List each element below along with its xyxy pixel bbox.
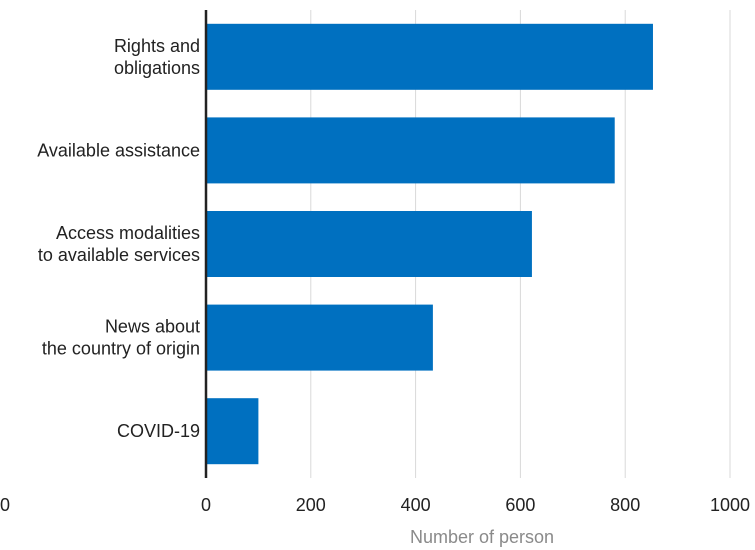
- bar: [206, 117, 615, 184]
- bar: [206, 398, 259, 465]
- category-label: Rights and: [114, 36, 200, 56]
- x-tick-label: 600: [505, 495, 535, 515]
- bar: [206, 211, 532, 277]
- category-label: COVID-19: [117, 421, 200, 441]
- category-label: obligations: [114, 58, 200, 78]
- category-label: Access modalities: [56, 223, 200, 243]
- x-axis-title: Number of person: [410, 527, 554, 547]
- x-tick-label: 0: [201, 495, 211, 515]
- category-label: the country of origin: [42, 339, 200, 359]
- category-label: News about: [105, 317, 200, 337]
- stray-tick-label: 0: [0, 495, 10, 515]
- x-tick-labels: 0 200 400 600 800 1000: [201, 495, 750, 515]
- x-tick-label: 800: [610, 495, 640, 515]
- x-tick-label: 400: [401, 495, 431, 515]
- x-tick-label: 200: [296, 495, 326, 515]
- bar: [206, 304, 433, 371]
- bars: [206, 23, 653, 465]
- bar: [206, 23, 653, 90]
- category-label: to available services: [38, 245, 200, 265]
- category-label: Available assistance: [37, 140, 200, 160]
- x-tick-label: 1000: [710, 495, 750, 515]
